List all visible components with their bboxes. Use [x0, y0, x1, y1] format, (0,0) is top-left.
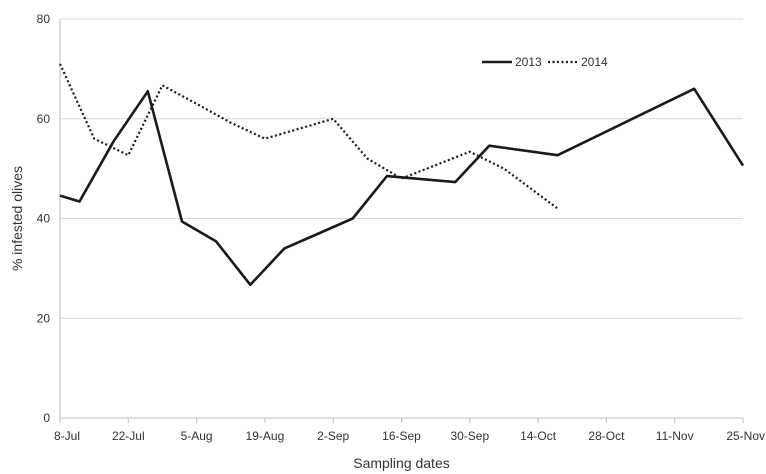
x-axis-title: Sampling dates	[353, 455, 450, 471]
x-tick-label: 8-Jul	[54, 429, 80, 443]
y-tick-label: 60	[37, 112, 51, 126]
y-tick-label: 40	[37, 212, 51, 226]
legend-label-2013: 2013	[515, 55, 542, 69]
x-tick-label: 28-Oct	[588, 429, 625, 443]
x-tick-label: 16-Sep	[382, 429, 421, 443]
x-tick-labels: 8-Jul 22-Jul 5-Aug 19-Aug 2-Sep 16-Sep 30-Sep 1…	[54, 418, 765, 443]
y-tick-label: 20	[37, 311, 51, 325]
x-tick-label: 11-Nov	[656, 429, 694, 443]
y-tick-label: 80	[37, 12, 51, 26]
series-layer	[58, 63, 745, 287]
series-2014-line	[58, 63, 559, 210]
x-tick-label: 2-Sep	[317, 429, 349, 443]
y-tick-label: 0	[43, 411, 50, 425]
gridlines	[60, 18, 743, 319]
x-tick-label: 19-Aug	[246, 429, 285, 443]
x-tick-label: 25-Nov	[726, 429, 765, 443]
x-tick-label: 14-Oct	[520, 429, 557, 443]
y-tick-labels: 0 20 40 60 80	[37, 12, 51, 425]
x-tick-label: 30-Sep	[450, 429, 489, 443]
legend: 2013 2014	[482, 55, 608, 69]
series-2013-line	[59, 87, 745, 287]
x-tick-label: 5-Aug	[181, 429, 213, 443]
legend-label-2014: 2014	[581, 55, 608, 69]
y-axis-title: % infested olives	[9, 166, 25, 271]
x-tick-label: 22-Jul	[112, 429, 145, 443]
